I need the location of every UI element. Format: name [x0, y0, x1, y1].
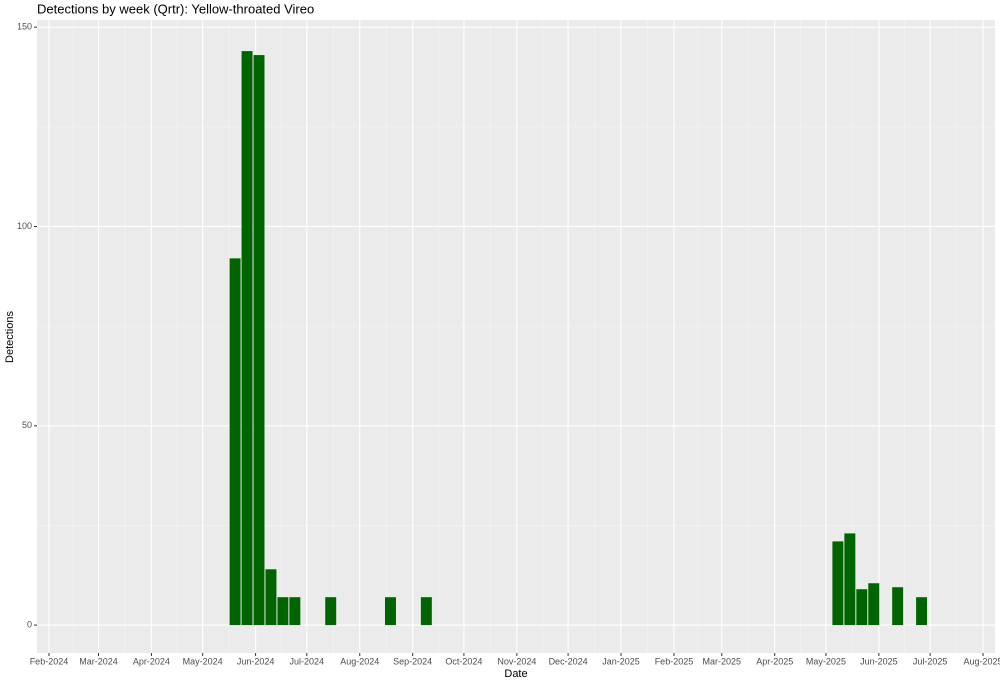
bar: [265, 569, 277, 626]
bar: [229, 258, 241, 626]
bar: [916, 597, 928, 626]
x-tick-label: Jun-2024: [237, 656, 275, 666]
x-tick-label: Oct-2024: [445, 656, 482, 666]
x-tick-label: Sep-2024: [393, 656, 432, 666]
x-axis-label: Date: [504, 668, 527, 680]
bar: [277, 597, 289, 626]
x-tick-label: Aug-2025: [964, 656, 1000, 666]
bar: [832, 541, 844, 626]
chart-title: Detections by week (Qrtr): Yellow-throat…: [37, 1, 314, 16]
x-tick-label: May-2024: [183, 656, 223, 666]
x-tick-label: Apr-2024: [133, 656, 170, 666]
bar: [325, 597, 337, 626]
bar: [856, 589, 868, 626]
x-tick-label: Mar-2025: [703, 656, 742, 666]
bar: [868, 583, 880, 626]
bar: [253, 55, 265, 626]
x-tick-label: Feb-2025: [655, 656, 694, 666]
x-tick-label: Dec-2024: [549, 656, 588, 666]
x-tick-label: Mar-2024: [79, 656, 118, 666]
bar: [892, 587, 904, 626]
y-tick-label: 100: [17, 221, 32, 231]
bar: [844, 533, 856, 626]
x-tick-label: Nov-2024: [497, 656, 536, 666]
x-tick-label: May-2025: [806, 656, 846, 666]
y-tick-label: 50: [22, 420, 32, 430]
y-tick-label: 150: [17, 22, 32, 32]
bar: [241, 51, 253, 626]
x-tick-label: Aug-2024: [340, 656, 379, 666]
y-tick-label: 0: [27, 619, 32, 629]
bar: [289, 597, 301, 626]
x-tick-label: Jun-2025: [860, 656, 898, 666]
y-axis-label: Detections: [4, 311, 16, 363]
x-tick-label: Jul-2025: [913, 656, 948, 666]
bar: [420, 597, 432, 626]
x-tick-label: Feb-2024: [30, 656, 69, 666]
bar: [385, 597, 396, 626]
x-tick-label: Jul-2024: [290, 656, 325, 666]
x-tick-label: Jan-2025: [602, 656, 640, 666]
x-tick-label: Apr-2025: [756, 656, 793, 666]
